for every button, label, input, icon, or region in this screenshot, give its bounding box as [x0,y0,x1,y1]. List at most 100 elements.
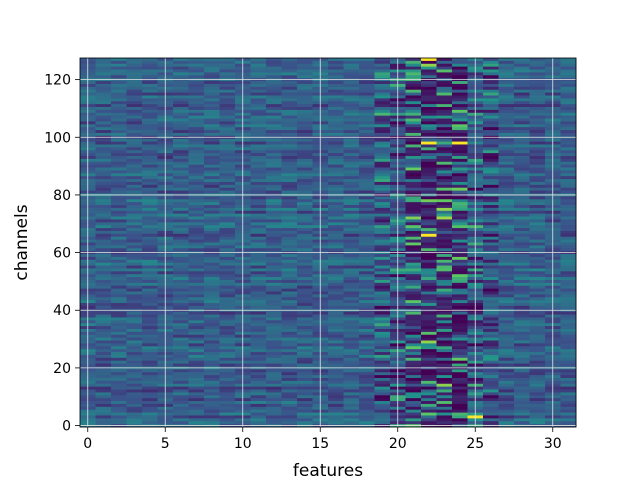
heatmap-cell [405,357,422,362]
heatmap-cell [529,153,546,157]
heatmap-cell [266,282,282,287]
heatmap-cell [328,328,344,333]
heatmap-cell [483,386,499,390]
heatmap-cell [328,291,344,295]
heatmap-cell [111,107,127,111]
heatmap-cell [219,98,236,102]
heatmap-cell [374,225,391,229]
heatmap-cell [250,86,267,91]
heatmap-cell [188,372,205,376]
heatmap-cell [560,282,577,287]
heatmap-cell [126,340,143,344]
heatmap-cell [111,176,127,180]
heatmap-cell [483,360,499,364]
heatmap-cell [374,343,391,347]
heatmap-cell [483,349,499,353]
heatmap-cell [498,75,515,79]
heatmap-cell [219,239,236,243]
heatmap-cell [188,141,205,145]
heatmap-cell [111,403,127,408]
heatmap-cell [328,288,344,292]
heatmap-cell [359,75,375,79]
heatmap-cell [452,398,468,402]
heatmap-cell [328,392,344,396]
heatmap-cell [405,274,422,278]
heatmap-cell [188,225,205,229]
heatmap-cell [436,418,453,422]
heatmap-cell [297,314,313,318]
heatmap-cell [328,343,344,347]
heatmap-cell [111,415,127,419]
heatmap-cell [405,58,422,62]
heatmap-cell [250,132,267,137]
heatmap-cell [95,248,112,252]
heatmap-cell [343,92,360,96]
heatmap-cell [498,265,515,269]
x-tick-label: 25 [466,436,484,452]
heatmap-cell [95,138,112,142]
heatmap-cell [498,357,515,362]
heatmap-cell [142,130,158,134]
heatmap-cell [126,98,143,102]
heatmap-cell [374,239,391,243]
heatmap-cell [421,403,437,408]
heatmap-cell [297,274,313,278]
heatmap-cell [250,141,267,145]
heatmap-cell [452,401,468,405]
heatmap-cell [529,254,546,258]
heatmap-cell [374,406,391,411]
heatmap-cell [498,406,515,411]
heatmap-cell [359,115,375,119]
heatmap-cell [452,323,468,327]
heatmap-cell [250,340,267,344]
heatmap-cell [281,239,298,243]
heatmap-cell [498,328,515,333]
heatmap-cell [204,141,220,145]
heatmap-cell [529,279,546,284]
heatmap-cell [188,213,205,217]
heatmap-cell [514,184,530,189]
heatmap-cell [281,207,298,212]
heatmap-cell [359,294,375,298]
heatmap-cell [126,317,143,321]
heatmap-cell [452,317,468,321]
heatmap-cell [483,245,499,249]
heatmap-cell [483,354,499,359]
heatmap-cell [374,58,391,62]
heatmap-cell [436,334,453,339]
heatmap-cell [436,285,453,290]
heatmap-cell [421,60,437,65]
heatmap-cell [95,242,112,246]
heatmap-cell [529,409,546,413]
heatmap-cell [560,346,577,350]
heatmap-cell [126,236,143,241]
heatmap-cell [529,421,546,425]
heatmap-cell [266,184,282,189]
heatmap-cell [204,245,220,249]
heatmap-cell [297,127,313,131]
heatmap-cell [405,127,422,131]
heatmap-cell [498,254,515,258]
heatmap-cell [498,225,515,229]
heatmap-cell [560,337,577,341]
heatmap-cell [297,173,313,177]
heatmap-cell [405,210,422,215]
heatmap-cell [436,81,453,85]
heatmap-cell [452,259,468,264]
heatmap-cell [529,112,546,117]
heatmap-cell [343,421,360,425]
heatmap-cell [436,395,453,399]
heatmap-cell [436,377,453,382]
heatmap-cell [560,199,577,203]
heatmap-cell [421,380,437,385]
heatmap-cell [250,285,267,290]
heatmap-cell [266,363,282,367]
heatmap-cell [281,265,298,269]
heatmap-cell [266,297,282,301]
heatmap-cell [514,202,530,206]
heatmap-cell [483,254,499,258]
heatmap-cell [529,107,546,111]
heatmap-cell [111,118,127,122]
heatmap-cell [359,320,375,324]
heatmap-cell [560,372,577,376]
